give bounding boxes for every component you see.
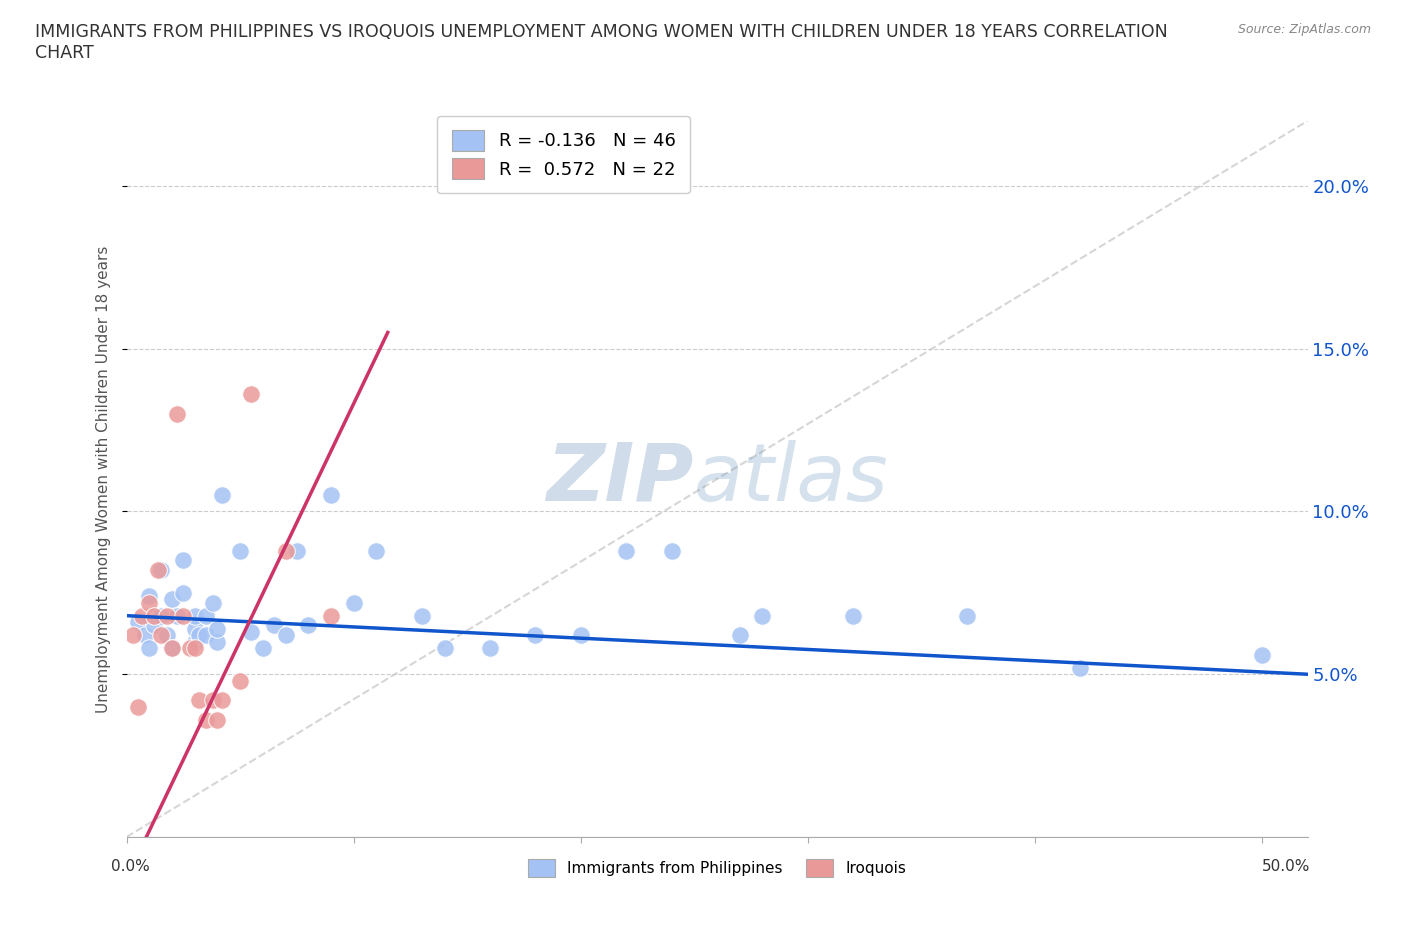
Point: [183, 634, 205, 649]
Point: [366, 543, 388, 558]
Point: [207, 621, 229, 636]
Point: [172, 586, 194, 601]
Point: [183, 621, 205, 636]
Point: [207, 712, 229, 727]
Point: [195, 628, 218, 643]
Point: [166, 406, 188, 421]
Point: [156, 628, 179, 643]
Point: [138, 595, 160, 610]
Point: [211, 693, 233, 708]
Point: [149, 628, 172, 643]
Y-axis label: Unemployment Among Women with Children Under 18 years: Unemployment Among Women with Children U…: [96, 246, 111, 712]
Point: [131, 608, 153, 623]
Point: [201, 693, 224, 708]
Point: [433, 641, 456, 656]
Point: [478, 641, 501, 656]
Point: [207, 634, 229, 649]
Text: 0.0%: 0.0%: [111, 859, 150, 874]
Point: [956, 608, 979, 623]
Point: [319, 608, 342, 623]
Point: [411, 608, 433, 623]
Text: Source: ZipAtlas.com: Source: ZipAtlas.com: [1237, 23, 1371, 36]
Point: [127, 615, 149, 630]
Point: [195, 608, 218, 623]
Text: 50.0%: 50.0%: [1263, 859, 1310, 874]
Point: [751, 608, 773, 623]
Point: [240, 387, 263, 402]
Point: [229, 543, 252, 558]
Point: [156, 608, 179, 623]
Point: [211, 487, 233, 502]
Point: [122, 628, 145, 643]
Point: [319, 487, 342, 502]
Point: [229, 673, 252, 688]
Text: ZIP: ZIP: [546, 440, 693, 518]
Point: [297, 618, 319, 633]
Point: [148, 563, 170, 578]
Point: [166, 608, 188, 623]
Point: [134, 628, 156, 643]
Point: [160, 641, 183, 656]
Point: [160, 592, 183, 607]
Point: [179, 641, 201, 656]
Point: [149, 563, 172, 578]
Point: [263, 618, 285, 633]
Point: [183, 608, 205, 623]
Point: [201, 595, 224, 610]
Text: IMMIGRANTS FROM PHILIPPINES VS IROQUOIS UNEMPLOYMENT AMONG WOMEN WITH CHILDREN U: IMMIGRANTS FROM PHILIPPINES VS IROQUOIS …: [35, 23, 1168, 62]
Point: [1069, 660, 1091, 675]
Point: [274, 628, 297, 643]
Point: [343, 595, 366, 610]
Point: [569, 628, 592, 643]
Point: [661, 543, 683, 558]
Point: [142, 618, 165, 633]
Point: [252, 641, 274, 656]
Text: atlas: atlas: [693, 440, 889, 518]
Point: [240, 625, 263, 640]
Point: [160, 641, 183, 656]
Point: [842, 608, 865, 623]
Point: [274, 543, 297, 558]
Point: [172, 552, 194, 567]
Point: [138, 641, 160, 656]
Point: [138, 589, 160, 604]
Point: [1251, 647, 1274, 662]
Point: [142, 608, 165, 623]
Point: [183, 641, 205, 656]
Point: [614, 543, 637, 558]
Point: [524, 628, 547, 643]
Point: [188, 628, 211, 643]
Point: [195, 712, 218, 727]
Point: [728, 628, 751, 643]
Point: [149, 608, 172, 623]
Point: [127, 699, 149, 714]
Point: [188, 693, 211, 708]
Point: [285, 543, 308, 558]
Legend: Immigrants from Philippines, Iroquois: Immigrants from Philippines, Iroquois: [522, 853, 912, 884]
Point: [172, 608, 194, 623]
